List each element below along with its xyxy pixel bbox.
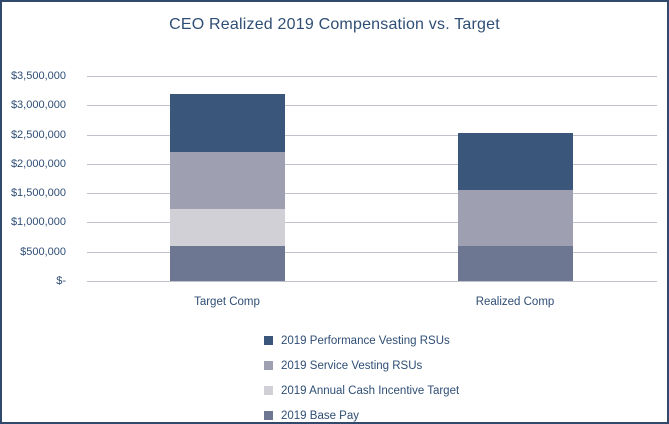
- gridline: [87, 76, 657, 77]
- y-axis-tick-label: $1,500,000: [10, 187, 66, 200]
- gridline: [87, 222, 657, 224]
- gridline: [87, 105, 657, 107]
- legend-swatch-icon: [264, 361, 273, 370]
- gridline: [87, 134, 657, 136]
- legend: 2019 Performance Vesting RSUs 2019 Servic…: [264, 328, 459, 422]
- legend-swatch-icon: [264, 386, 273, 395]
- legend-label: 2019 Annual Cash Incentive Target: [281, 384, 460, 397]
- bar-segment: [169, 93, 285, 153]
- y-axis-tick-label: $500,000: [20, 245, 66, 258]
- bar-segment: [457, 190, 573, 246]
- gridline: [87, 251, 657, 253]
- legend-swatch-icon: [264, 411, 273, 420]
- y-axis-tick-label: $-: [56, 275, 66, 287]
- plot-area: $- $500,000 $1,000,000 $1,500,000 $2,000,000…: [11, 70, 657, 287]
- y-axis-tick-label: $2,500,000: [10, 128, 66, 141]
- legend-item: 2019 Base Pay: [264, 403, 459, 422]
- stacked-bar-target-comp: [169, 93, 285, 281]
- x-axis-category-label: Target Comp: [194, 296, 260, 308]
- legend-swatch-icon: [264, 336, 273, 345]
- legend-item: 2019 Performance Vesting RSUs: [264, 328, 459, 353]
- bar-segment: [169, 209, 285, 246]
- chart-title: CEO Realized 2019 Compensation vs. Targe…: [169, 16, 500, 33]
- stacked-bar-realized-comp: [457, 133, 573, 281]
- y-axis-tick-label: $3,500,000: [10, 70, 66, 82]
- gridline: [87, 193, 657, 195]
- y-axis-tick-label: $3,000,000: [10, 99, 66, 112]
- legend-item: 2019 Annual Cash Incentive Target: [264, 378, 459, 403]
- gridline: [87, 163, 657, 165]
- gridline: [87, 281, 657, 282]
- bar-segment: [457, 245, 573, 281]
- y-axis-tick-label: $2,000,000: [10, 157, 66, 170]
- legend-item: 2019 Service Vesting RSUs: [264, 353, 459, 378]
- legend-label: 2019 Base Pay: [281, 409, 360, 422]
- legend-label: 2019 Service Vesting RSUs: [281, 359, 423, 372]
- x-axis-category-label: Realized Comp: [475, 296, 555, 308]
- bar-segment: [457, 133, 573, 191]
- legend-label: 2019 Performance Vesting RSUs: [281, 334, 450, 347]
- y-axis-tick-label: $1,000,000: [10, 216, 66, 229]
- bar-segment: [169, 152, 285, 210]
- bar-segment: [169, 245, 285, 281]
